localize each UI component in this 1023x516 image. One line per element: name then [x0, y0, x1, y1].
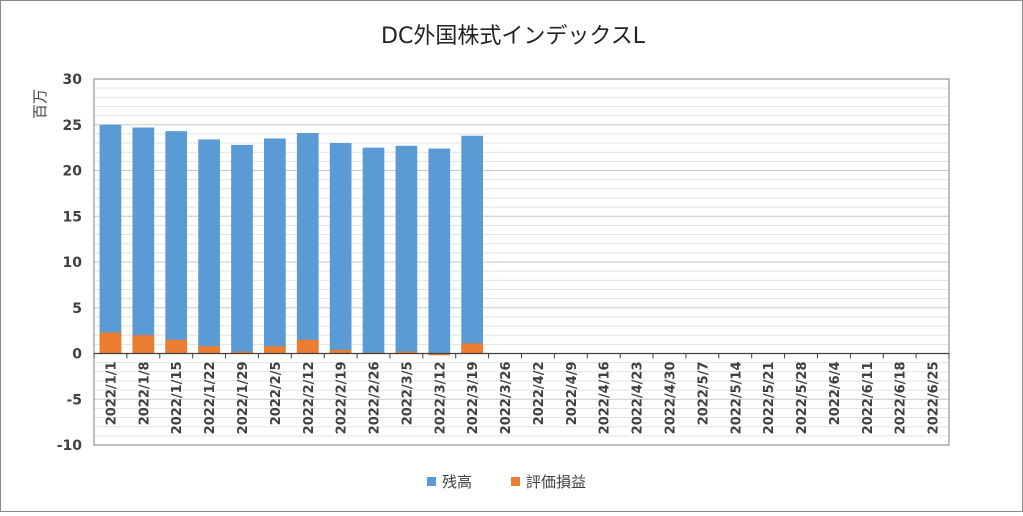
x-tick-label: 2022/6/11 — [861, 362, 876, 435]
x-tick-label: 2022/3/12 — [433, 362, 448, 435]
axes — [93, 78, 950, 446]
bar-balance — [198, 139, 220, 354]
x-tick-label: 2022/1/22 — [203, 362, 218, 435]
x-tick-label: 2022/6/18 — [894, 362, 909, 435]
x-tick-label: 2022/5/28 — [795, 362, 810, 435]
x-tick-label: 2022/2/12 — [302, 362, 317, 435]
y-tick-label: 15 — [63, 209, 82, 225]
x-tick-label: 2022/2/26 — [368, 362, 383, 435]
x-tick-labels: 2022/1/1 2022/1/8 2022/1/15 2022/1/22 2022/1… — [104, 362, 941, 435]
y-tick-label: -10 — [57, 438, 83, 454]
bar-unrealized-gain — [329, 349, 352, 354]
x-tick-label: 2022/4/9 — [565, 362, 580, 426]
x-tick-label: 2022/4/16 — [598, 362, 613, 435]
chart-title: DC外国株式インデックスL — [381, 24, 646, 49]
bar-balance — [99, 124, 122, 354]
legend-swatch-unrealized-gain — [511, 477, 520, 486]
bar-unrealized-gain — [296, 339, 319, 354]
bar-unrealized-gain — [231, 351, 253, 354]
bar-unrealized-gain — [132, 335, 155, 354]
legend: 残高 評価損益 — [427, 473, 586, 491]
plot-area-border — [93, 78, 950, 446]
bar-balance — [132, 127, 155, 354]
bar-unrealized-gain — [428, 353, 451, 356]
x-tick-label: 2022/3/26 — [499, 362, 514, 435]
x-tick-label: 2022/6/4 — [828, 362, 843, 426]
y-tick-label: 30 — [63, 72, 83, 88]
x-tick-label: 2022/1/8 — [137, 362, 152, 426]
bar-balance — [395, 145, 418, 354]
x-tick-label: 2022/6/25 — [927, 362, 942, 435]
bars — [99, 124, 484, 356]
bar-balance — [329, 143, 352, 354]
x-tick-label: 2022/4/23 — [631, 362, 646, 435]
bar-balance — [428, 148, 451, 354]
y-tick-label: 20 — [63, 164, 83, 180]
bar-unrealized-gain — [165, 339, 188, 354]
y-tick-label: 10 — [63, 255, 83, 271]
bar-unrealized-gain — [99, 332, 122, 354]
bar-unrealized-gain — [198, 346, 220, 354]
bar-unrealized-gain — [395, 351, 418, 354]
bar-balance — [165, 131, 188, 354]
y-tick-labels: 30 25 20 15 10 5 0 -5 -10 — [57, 72, 83, 454]
legend-swatch-balance — [427, 477, 436, 486]
y-tick-label: 0 — [72, 347, 82, 363]
x-tick-label: 2022/4/30 — [663, 362, 678, 435]
x-tick-label: 2022/2/19 — [335, 362, 350, 435]
bar-balance — [296, 132, 319, 354]
x-tick-label: 2022/5/14 — [729, 362, 744, 435]
bar-unrealized-gain — [461, 343, 484, 354]
x-tick-label: 2022/1/15 — [170, 362, 185, 435]
x-tick-label: 2022/4/2 — [532, 362, 547, 426]
bar-balance — [264, 138, 286, 354]
x-tick-label: 2022/1/29 — [236, 362, 251, 435]
y-tick-label: 5 — [72, 301, 82, 317]
y-tick-label: -5 — [66, 392, 82, 408]
bar-balance — [362, 147, 385, 354]
y-tick-label: 25 — [63, 118, 82, 134]
y-axis-label: 百万 — [31, 89, 49, 119]
x-tick-label: 2022/3/19 — [466, 362, 481, 435]
x-tick-label: 2022/1/1 — [104, 362, 119, 426]
bar-unrealized-gain — [264, 346, 286, 354]
x-tick-label: 2022/5/7 — [696, 362, 711, 426]
bar-balance — [231, 144, 253, 354]
legend-label-unrealized-gain: 評価損益 — [526, 473, 586, 491]
gridlines — [94, 78, 949, 446]
x-tick-label: 2022/5/21 — [762, 362, 777, 435]
x-tick-label: 2022/3/5 — [400, 362, 415, 426]
legend-label-balance: 残高 — [442, 473, 472, 491]
bar-balance — [461, 135, 484, 354]
x-tick-label: 2022/2/5 — [269, 362, 284, 426]
